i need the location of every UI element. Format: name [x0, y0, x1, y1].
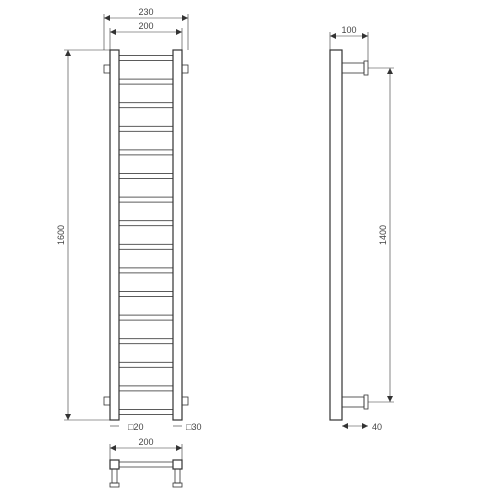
side-dim-top: 100 [330, 25, 368, 61]
dim-20: □20 [128, 422, 143, 432]
dim-40: 40 [372, 422, 382, 432]
dim-230: 230 [138, 7, 153, 17]
front-dim-left: 1600 [56, 50, 110, 420]
front-dim-top: 230 200 [104, 7, 188, 50]
front-view [104, 50, 188, 420]
dim-1400: 1400 [378, 225, 388, 245]
front-dim-bottom: □20 □30 [110, 422, 201, 432]
dim-200: 200 [138, 21, 153, 31]
bottom-dim: 200 [110, 437, 182, 460]
dim-1600: 1600 [56, 225, 66, 245]
side-view [330, 50, 368, 420]
tech-drawing: 230 200 1600 □20 □30 [0, 0, 500, 500]
side-dim-right: 1400 [368, 68, 394, 402]
dim-200b: 200 [138, 437, 153, 447]
bottom-view [110, 460, 182, 487]
side-dim-bottom: 40 [342, 422, 382, 432]
dim-30: □30 [186, 422, 201, 432]
dim-100: 100 [341, 25, 356, 35]
